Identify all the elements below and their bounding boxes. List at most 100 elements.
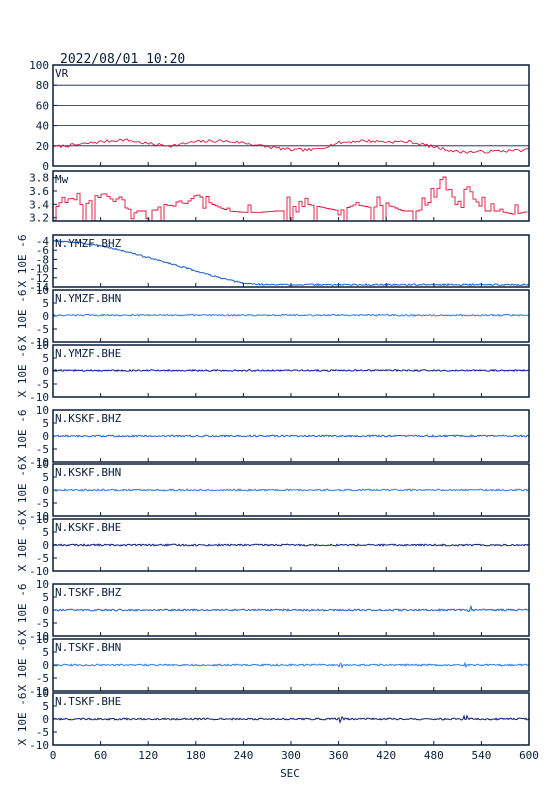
y-tick-label: 0: [42, 484, 49, 497]
y-tick-label: 0: [42, 430, 49, 443]
panel-title: N.KSKF.BHN: [55, 466, 121, 479]
panel-title: N.TSKF.BHN: [55, 641, 121, 654]
series-line: [52, 604, 530, 613]
x-tick-label: 120: [138, 749, 158, 762]
header-datetime: 2022/08/01 10:20: [60, 52, 185, 67]
x-tick-label: 300: [281, 749, 301, 762]
panel-frame: [52, 234, 530, 288]
y-tick-label: 3.2: [29, 212, 49, 225]
y-tick-label: -8: [36, 253, 49, 266]
x-tick-label: 180: [186, 749, 206, 762]
y-axis-label: X 10E -6: [16, 410, 29, 463]
panel-title: Mw: [55, 173, 69, 186]
series-line: [52, 543, 530, 547]
series-line: [52, 313, 530, 317]
y-tick-label: 5: [42, 591, 49, 604]
y-tick-label: 10: [36, 513, 49, 526]
y-tick-label: -10: [29, 391, 49, 404]
series-line: [52, 488, 530, 492]
y-tick-label: 5: [42, 297, 49, 310]
panel-n-ymzf-bhz: -4-6-8-10-12-14X 10E -6 N.YMZF.BHZ: [16, 234, 530, 294]
x-axis: 0 60 120 180 240 300 360 420 480 540 600: [50, 749, 539, 762]
series-line: [52, 239, 530, 287]
y-tick-label: 5: [42, 646, 49, 659]
y-tick-label: -6: [36, 244, 49, 257]
y-tick-label: 100: [29, 59, 49, 72]
y-tick-label: 0: [42, 539, 49, 552]
panel-title: VR: [55, 67, 69, 80]
y-tick-label: 0: [42, 365, 49, 378]
y-tick-label: 5: [42, 352, 49, 365]
panel-title: N.KSKF.BHZ: [55, 412, 122, 425]
panel-title: N.KSKF.BHE: [55, 521, 121, 534]
y-tick-label: -4: [36, 235, 50, 248]
y-tick-label: 10: [36, 339, 49, 352]
series-line: [52, 434, 530, 438]
y-tick-label: -10: [29, 565, 49, 578]
y-tick-label: 5: [42, 417, 49, 430]
y-tick-label: 10: [36, 687, 49, 700]
x-tick-label: 540: [471, 749, 491, 762]
y-tick-label: 5: [42, 471, 49, 484]
x-tick-label: 0: [50, 749, 57, 762]
y-tick-label: -10: [29, 510, 49, 523]
y-tick-label: 0: [42, 160, 49, 173]
y-tick-label: -10: [29, 685, 49, 698]
y-tick-label: 20: [36, 140, 49, 153]
y-tick-label: -5: [36, 552, 49, 565]
y-axis-label: X 10E -6: [16, 584, 29, 637]
y-tick-label: 0: [42, 659, 49, 672]
y-tick-label: -12: [29, 272, 49, 285]
y-tick-label: -5: [36, 443, 49, 456]
y-tick-label: 10: [36, 404, 49, 417]
panel-mw: 3.23.43.63.8 Mw: [29, 170, 530, 225]
y-tick-label: 0: [42, 310, 49, 323]
y-tick-label: -5: [36, 726, 49, 739]
series-line: [52, 368, 530, 373]
y-tick-label: 40: [36, 120, 49, 133]
panel-title: N.YMZF.BHN: [55, 292, 121, 305]
y-axis-label: X 10E -6: [16, 519, 29, 572]
panel-frame: [52, 170, 530, 222]
y-tick-label: 3.4: [29, 198, 49, 211]
y-tick-label: -5: [36, 672, 49, 685]
y-tick-label: -10: [29, 263, 49, 276]
panel-title: N.YMZF.BHE: [55, 347, 121, 360]
panel-title: N.YMZF.BHZ: [55, 237, 122, 250]
y-tick-label: 3.8: [29, 172, 49, 185]
x-tick-label: 60: [94, 749, 107, 762]
y-axis-label: X 10E -6: [16, 639, 29, 692]
x-tick-label: 240: [233, 749, 253, 762]
y-tick-label: 0: [42, 713, 49, 726]
y-axis-label: X 10E -6: [16, 235, 29, 288]
panel-title: N.TSKF.BHZ: [55, 586, 122, 599]
y-tick-label: -5: [36, 617, 49, 630]
y-tick-label: -5: [36, 378, 49, 391]
y-tick-label: -5: [36, 323, 49, 336]
y-tick-label: 0: [42, 604, 49, 617]
y-tick-label: 10: [36, 284, 49, 297]
y-tick-label: 80: [36, 79, 49, 92]
series-line: [52, 714, 530, 724]
x-tick-label: 420: [376, 749, 396, 762]
y-tick-label: -14: [29, 281, 49, 294]
y-tick-label: -10: [29, 336, 49, 349]
series-line: [53, 176, 528, 222]
y-tick-label: 3.6: [29, 185, 49, 198]
y-tick-label: 10: [36, 633, 49, 646]
series-line: [52, 138, 530, 154]
y-axis-label: X 10E -6: [16, 345, 29, 398]
panel-vr: 0 20 40 60 80 100 VR: [29, 59, 530, 173]
y-tick-label: 10: [36, 578, 49, 591]
y-tick-label: 5: [42, 526, 49, 539]
